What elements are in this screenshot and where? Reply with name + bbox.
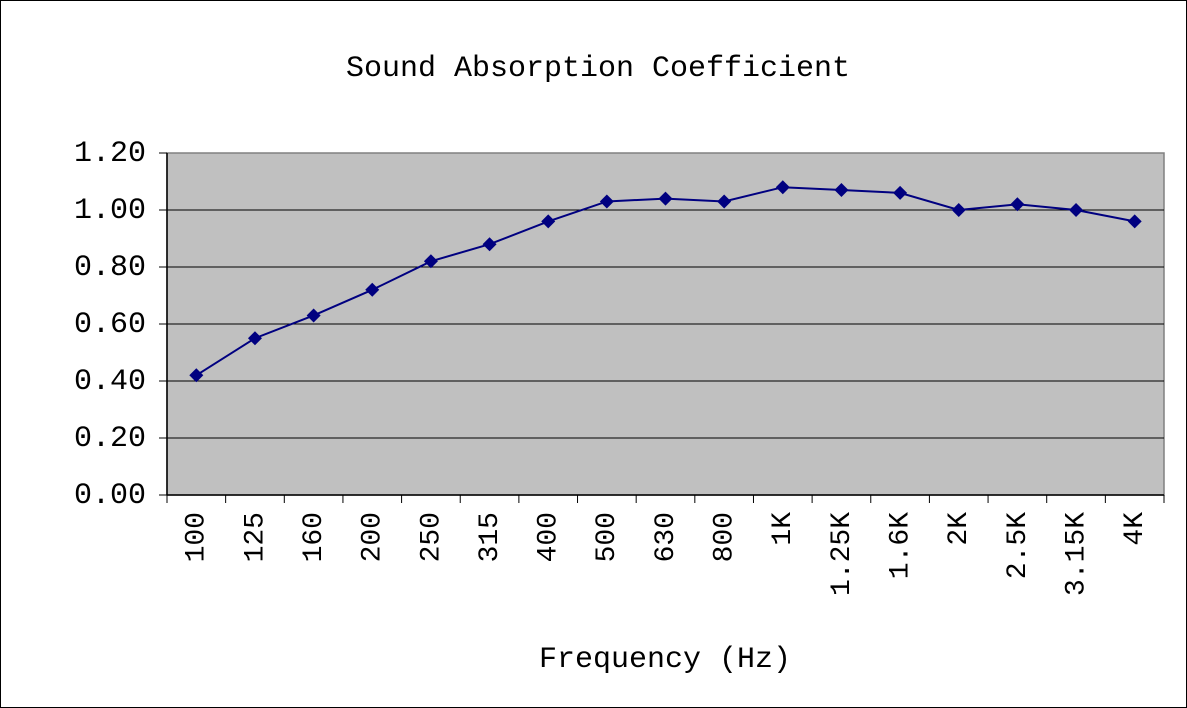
data-point [951,203,966,217]
data-point [775,180,790,195]
x-axis-label: Frequency (Hz) [539,643,791,677]
y-tick-label: 0.80 [74,251,146,285]
x-tick-label: 1K [768,512,799,546]
data-point [306,308,321,323]
data-point [1010,197,1025,212]
data-point [423,254,438,269]
y-tick-label: 1.20 [74,137,146,171]
data-point [717,194,732,209]
data-point [1127,214,1142,229]
x-tick-label: 315 [475,512,506,562]
x-tick-label: 1.25K [827,512,858,596]
data-point [1069,203,1084,217]
data-point [541,214,556,229]
y-tick-label: 0.20 [74,422,146,456]
chart-title: Sound Absorption Coefficient [346,52,850,86]
y-tick-label: 1.00 [74,194,146,228]
y-tick-label: 0.40 [74,365,146,399]
x-tick-label: 2.5K [1003,512,1034,579]
data-point [834,183,849,198]
x-tick-label: 1.6K [885,512,916,579]
data-point [893,185,908,200]
x-tick-label: 2K [944,512,975,546]
x-tick-label: 250 [416,512,447,562]
data-point [658,191,673,206]
data-point [482,237,497,252]
x-tick-label: 4K [1120,512,1151,546]
data-point [365,282,380,297]
x-tick-label: 3.15K [1061,512,1092,596]
x-tick-label: 200 [358,512,389,562]
y-tick-label: 0.00 [74,479,146,513]
data-point [599,194,614,209]
data-point [247,331,262,346]
x-tick-label: 500 [592,512,623,562]
x-tick-label: 160 [299,512,330,562]
x-tick-label: 630 [651,512,682,562]
data-point [189,368,204,383]
x-tick-label: 400 [534,512,565,562]
x-tick-label: 100 [182,512,213,562]
x-tick-label: 800 [710,512,741,562]
y-tick-label: 0.60 [74,308,146,342]
x-tick-label: 125 [240,512,271,562]
